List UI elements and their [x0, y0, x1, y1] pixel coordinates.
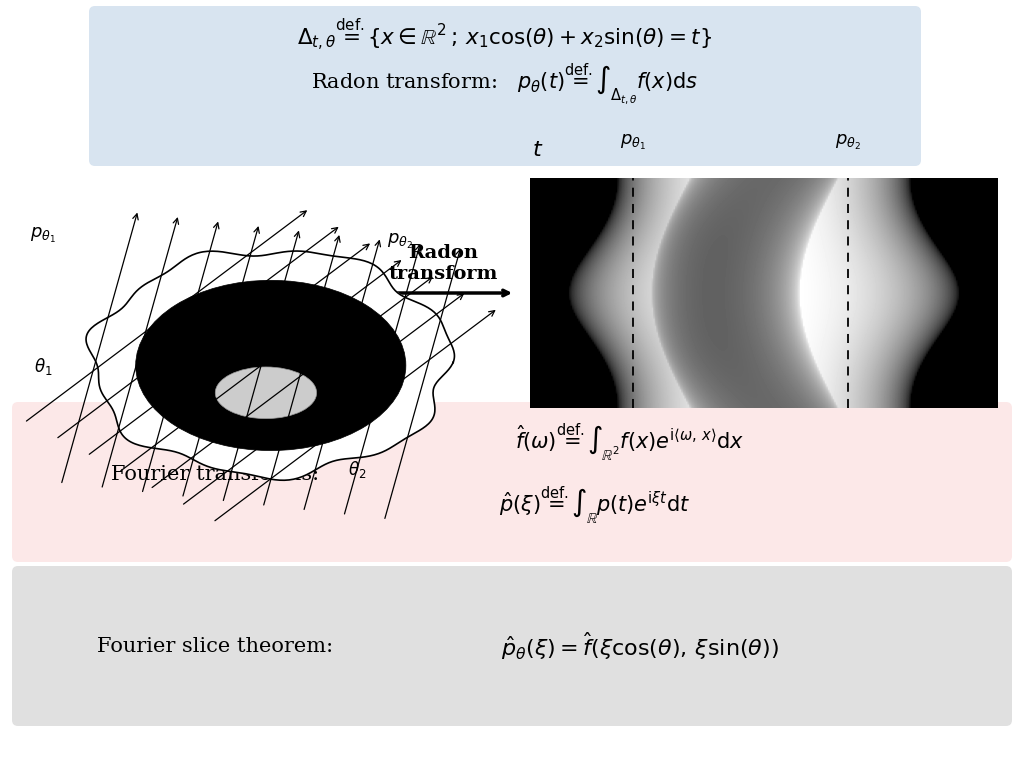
Text: Radon
transform: Radon transform: [388, 244, 498, 283]
Text: Fourier slice theorem:: Fourier slice theorem:: [97, 637, 333, 656]
Ellipse shape: [215, 367, 316, 419]
FancyBboxPatch shape: [89, 6, 921, 166]
Text: $t$: $t$: [532, 139, 544, 161]
Text: Fourier transforms:: Fourier transforms:: [111, 465, 319, 485]
Text: $p_{\theta_2}$: $p_{\theta_2}$: [836, 133, 861, 152]
Polygon shape: [86, 251, 455, 480]
Text: $\hat{p}_\theta(\xi) = \hat{f}(\xi\cos(\theta),\,\xi\sin(\theta))$: $\hat{p}_\theta(\xi) = \hat{f}(\xi\cos(\…: [501, 630, 779, 662]
FancyBboxPatch shape: [12, 402, 1012, 562]
Text: $p_{\theta_2}$: $p_{\theta_2}$: [387, 232, 413, 251]
Text: $p_{\theta_1}$: $p_{\theta_1}$: [30, 226, 55, 245]
Text: $\hat{p}(\xi) \overset{\mathrm{def.}}{=} \int_{\mathbb{R}} p(t)e^{\mathrm{i}\xi : $\hat{p}(\xi) \overset{\mathrm{def.}}{=}…: [500, 485, 690, 528]
Text: $\hat{f}(\omega) \overset{\mathrm{def.}}{=} \int_{\mathbb{R}^2} f(x)e^{\mathrm{i: $\hat{f}(\omega) \overset{\mathrm{def.}}…: [515, 422, 744, 464]
Text: $p_{\theta_1}$: $p_{\theta_1}$: [620, 133, 646, 152]
Text: $\Delta_{t,\theta} \overset{\mathrm{def.}}{=} \{x \in \mathbb{R}^2\,;\, x_1\cos(: $\Delta_{t,\theta} \overset{\mathrm{def.…: [297, 16, 713, 54]
Text: Radon transform:   $p_\theta(t) \overset{\mathrm{def.}}{=} \int_{\Delta_{t,\thet: Radon transform: $p_\theta(t) \overset{\…: [311, 62, 698, 108]
Text: $\theta_2$: $\theta_2$: [348, 459, 367, 480]
Text: $\theta_1$: $\theta_1$: [35, 356, 53, 376]
Ellipse shape: [136, 280, 406, 451]
FancyBboxPatch shape: [12, 566, 1012, 726]
